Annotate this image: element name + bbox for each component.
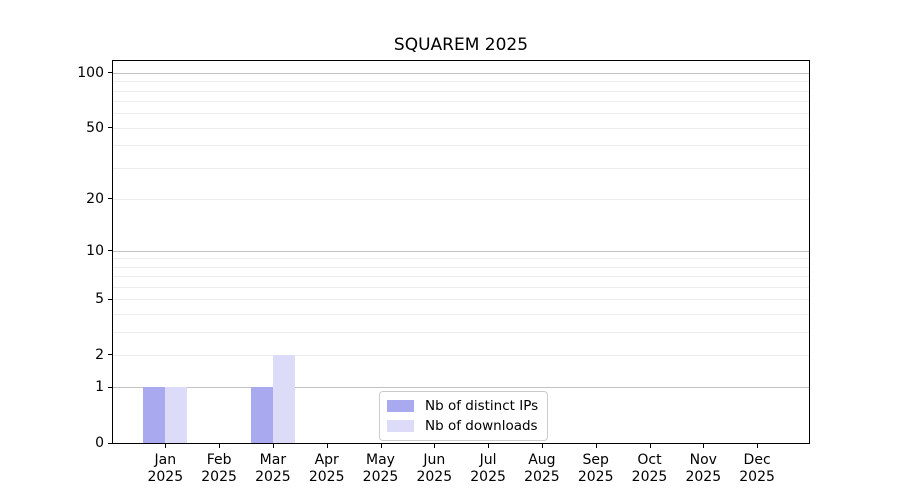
gridline-y-90: [113, 81, 809, 83]
x-tick-label-oct: Oct 2025: [631, 452, 668, 485]
legend-item-distinct-ips: Nb of distinct IPs: [387, 398, 538, 414]
y-tick-2: [108, 354, 112, 356]
legend: Nb of distinct IPs Nb of downloads: [379, 391, 549, 441]
x-tick-jul: [488, 444, 490, 448]
gridline-y-20: [113, 198, 809, 200]
y-tick-label-1: 1: [95, 379, 104, 396]
y-tick-label-10: 10: [86, 242, 104, 259]
y-tick-20: [108, 198, 112, 200]
gridline-y-70: [113, 101, 809, 103]
x-tick-label-feb: Feb 2025: [201, 452, 237, 485]
legend-swatch-distinct-ips: [387, 400, 414, 412]
y-tick-label-20: 20: [86, 190, 104, 207]
y-tick-100: [108, 72, 112, 74]
legend-swatch-downloads: [387, 420, 414, 432]
x-tick-label-jul: Jul 2025: [470, 452, 506, 485]
gridline-y-1: [113, 387, 809, 389]
y-tick-10: [108, 250, 112, 252]
legend-item-downloads: Nb of downloads: [387, 418, 538, 434]
bar-downloads-jan: [165, 387, 188, 443]
x-tick-mar: [272, 444, 274, 448]
y-tick-5: [108, 298, 112, 300]
x-tick-label-dec: Dec 2025: [739, 452, 775, 485]
gridline-y-80: [113, 90, 809, 92]
gridline-y-2: [113, 354, 809, 356]
gridline-y-4: [113, 313, 809, 315]
x-tick-label-may: May 2025: [362, 452, 399, 485]
x-tick-sep: [595, 444, 597, 448]
gridline-y-40: [113, 145, 809, 147]
legend-label-downloads: Nb of downloads: [425, 418, 538, 434]
bar-distinct-ips-jan: [143, 387, 166, 443]
y-tick-0: [108, 442, 112, 444]
x-tick-label-sep: Sep 2025: [577, 452, 614, 485]
y-tick-label-0: 0: [95, 435, 104, 451]
y-tick-label-50: 50: [86, 119, 104, 136]
gridline-y-60: [113, 113, 809, 115]
gridline-y-9: [113, 258, 809, 260]
x-tick-label-apr: Apr 2025: [308, 452, 345, 485]
x-tick-feb: [219, 444, 221, 448]
x-tick-label-mar: Mar 2025: [255, 452, 291, 485]
x-tick-dec: [757, 444, 759, 448]
x-tick-label-jan: Jan 2025: [147, 452, 184, 485]
bar-distinct-ips-mar: [250, 387, 273, 443]
x-tick-aug: [541, 444, 543, 448]
x-tick-label-aug: Aug 2025: [524, 452, 560, 485]
chart-title: SQUAREM 2025: [393, 35, 529, 55]
gridline-y-10: [113, 250, 809, 252]
x-tick-label-nov: Nov 2025: [685, 452, 722, 485]
x-tick-oct: [649, 444, 651, 448]
gridline-y-50: [113, 127, 809, 129]
plot-area: [112, 60, 810, 444]
x-tick-jun: [434, 444, 436, 448]
y-tick-1: [108, 386, 112, 388]
y-tick-50: [108, 127, 112, 129]
x-tick-may: [380, 444, 382, 448]
gridline-y-100: [113, 72, 809, 74]
y-tick-label-2: 2: [95, 346, 104, 363]
y-tick-label-100: 100: [77, 64, 104, 81]
gridline-y-30: [113, 167, 809, 169]
x-tick-apr: [326, 444, 328, 448]
gridline-y-6: [113, 286, 809, 288]
bar-downloads-mar: [272, 354, 295, 443]
gridline-y-5: [113, 299, 809, 301]
gridline-y-8: [113, 266, 809, 268]
x-tick-label-jun: Jun 2025: [416, 452, 453, 485]
y-tick-label-5: 5: [95, 291, 104, 308]
gridline-y-7: [113, 276, 809, 278]
x-tick-jan: [165, 444, 167, 448]
x-tick-nov: [703, 444, 705, 448]
legend-label-distinct-ips: Nb of distinct IPs: [425, 398, 539, 414]
gridline-y-3: [113, 331, 809, 333]
